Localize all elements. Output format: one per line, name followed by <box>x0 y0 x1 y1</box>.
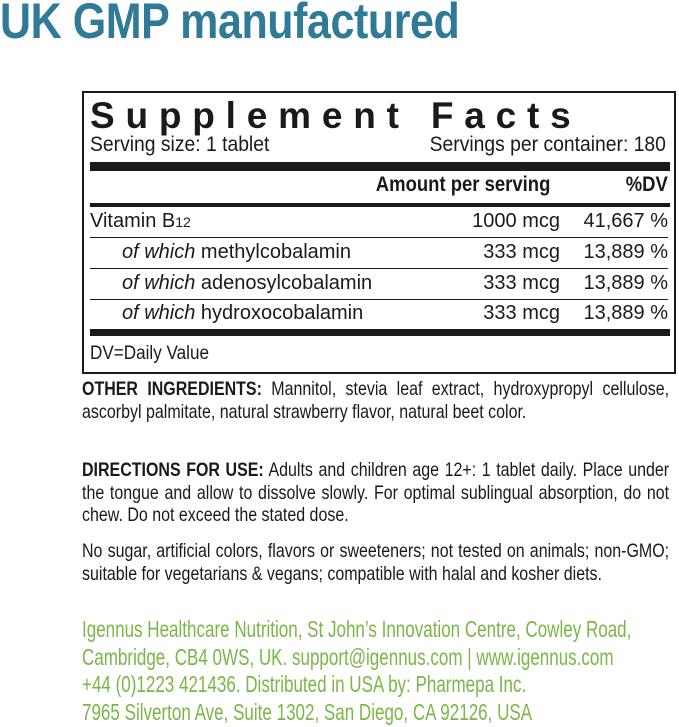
nutrient-name: of which hydroxocobalamin <box>122 302 363 325</box>
prefix: of which <box>122 272 196 294</box>
section-text: Mannitol, stevia leaf extract, hydroxypr… <box>82 378 670 423</box>
prefix: of which <box>122 241 196 263</box>
amount: 1000 mcg <box>472 210 560 232</box>
table-row: Vitamin B12 1000 mcg 41,667 % <box>90 207 668 238</box>
section-label: DIRECTIONS FOR USE: <box>82 459 264 481</box>
company-info: Igennus Healthcare Nutrition, St John’s … <box>82 616 674 726</box>
column-header: Amount per serving %DV <box>84 173 668 199</box>
company-line: +44 (0)1223 421436. Distributed in USA b… <box>82 671 527 697</box>
company-line: Igennus Healthcare Nutrition, St John’s … <box>82 616 632 642</box>
medium-divider <box>90 203 670 207</box>
dv-percent: 13,889 % <box>583 272 668 294</box>
servings-per-container: Servings per container: 180 <box>429 133 666 156</box>
other-ingredients: OTHER INGREDIENTS: Mannitol, stevia leaf… <box>82 378 669 423</box>
serving-info: Serving size: 1 tablet Servings per cont… <box>90 133 666 157</box>
product-claims: No sugar, artificial colors, flavors or … <box>82 540 670 585</box>
nutrient-name: Vitamin B12 <box>90 210 191 233</box>
section-text: Adults and children age 12+: 1 tablet da… <box>82 459 670 526</box>
dv-percent: 13,889 % <box>583 241 668 263</box>
nutrient-name: of which adenosylcobalamin <box>122 272 372 295</box>
nutrient-label: adenosylcobalamin <box>195 272 373 294</box>
nutrient-subscript: 12 <box>175 214 191 230</box>
directions-for-use: DIRECTIONS FOR USE: Adults and children … <box>82 459 669 527</box>
amount: 333 mcg <box>483 272 560 294</box>
thick-divider <box>90 329 670 336</box>
supplement-facts-panel: Supplement Facts Serving size: 1 tablet … <box>82 91 676 374</box>
nutrient-label: hydroxocobalamin <box>195 302 364 324</box>
thick-divider <box>90 162 670 171</box>
dv-percent: 41,667 % <box>583 210 668 232</box>
amount: 333 mcg <box>483 302 560 324</box>
nutrient-name: of which methylcobalamin <box>122 241 351 264</box>
company-line: 7965 Silverton Ave, Suite 1302, San Dieg… <box>82 698 533 725</box>
company-line: Cambridge, CB4 0WS, UK. support@igennus.… <box>82 643 614 670</box>
section-label: OTHER INGREDIENTS: <box>82 378 262 400</box>
nutrient-label: Vitamin B <box>90 210 176 232</box>
dv-header: %DV <box>625 173 668 196</box>
dv-percent: 13,889 % <box>583 302 668 324</box>
amount: 333 mcg <box>483 241 560 263</box>
table-row: of which hydroxocobalamin 333 mcg 13,889… <box>90 299 668 329</box>
table-row: of which methylcobalamin 333 mcg 13,889 … <box>90 238 668 269</box>
amount-header: Amount per serving <box>375 173 550 196</box>
dv-note: DV=Daily Value <box>90 343 209 364</box>
serving-size: Serving size: 1 tablet <box>90 133 270 156</box>
nutrient-label: methylcobalamin <box>195 241 351 263</box>
headline: UK GMP manufactured <box>0 0 460 49</box>
facts-title: Supplement Facts <box>90 95 582 136</box>
table-row: of which adenosylcobalamin 333 mcg 13,88… <box>90 269 668 300</box>
prefix: of which <box>122 302 196 324</box>
